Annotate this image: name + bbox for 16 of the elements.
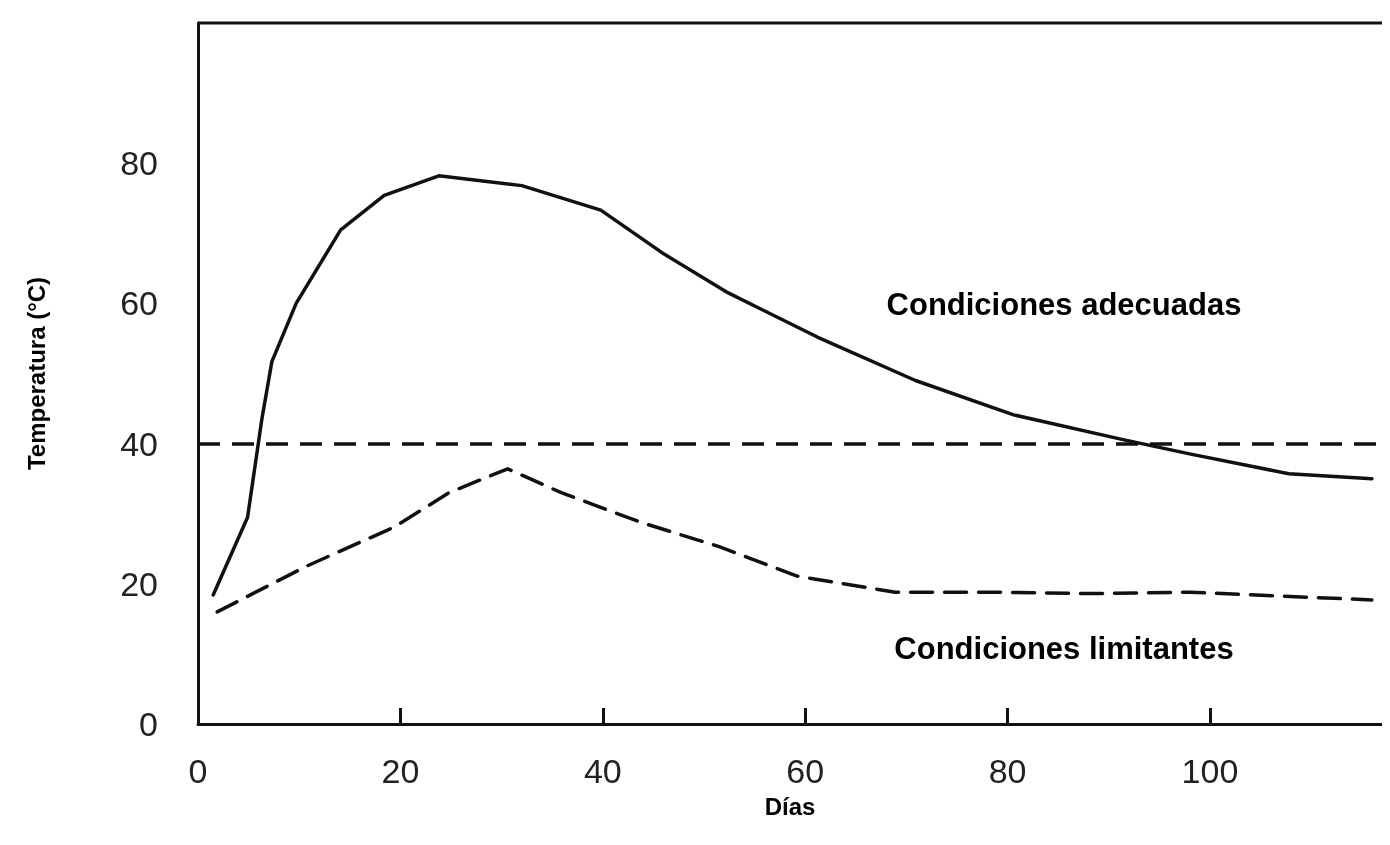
x-tick-label: 80 xyxy=(988,752,1027,790)
x-tick-label: 40 xyxy=(583,752,622,790)
y-tick-label: 60 xyxy=(120,284,158,323)
y-tick-label: 20 xyxy=(120,564,158,603)
y-tick-label: 0 xyxy=(139,705,158,743)
x-tick-label: 0 xyxy=(188,752,208,790)
x-axis-title: Días xyxy=(764,792,816,820)
y-axis-title: Temperatura (°C) xyxy=(22,276,50,471)
x-tick-label: 100 xyxy=(1181,752,1239,790)
x-tick-label: 20 xyxy=(381,752,420,790)
annotation: Condiciones limitantes xyxy=(894,630,1234,666)
y-tick-label: 80 xyxy=(120,144,158,183)
x-tick-label: 60 xyxy=(786,752,825,790)
annotation: Condiciones adecuadas xyxy=(886,286,1242,322)
line-series xyxy=(215,467,1374,614)
y-tick-label: 40 xyxy=(120,424,158,463)
